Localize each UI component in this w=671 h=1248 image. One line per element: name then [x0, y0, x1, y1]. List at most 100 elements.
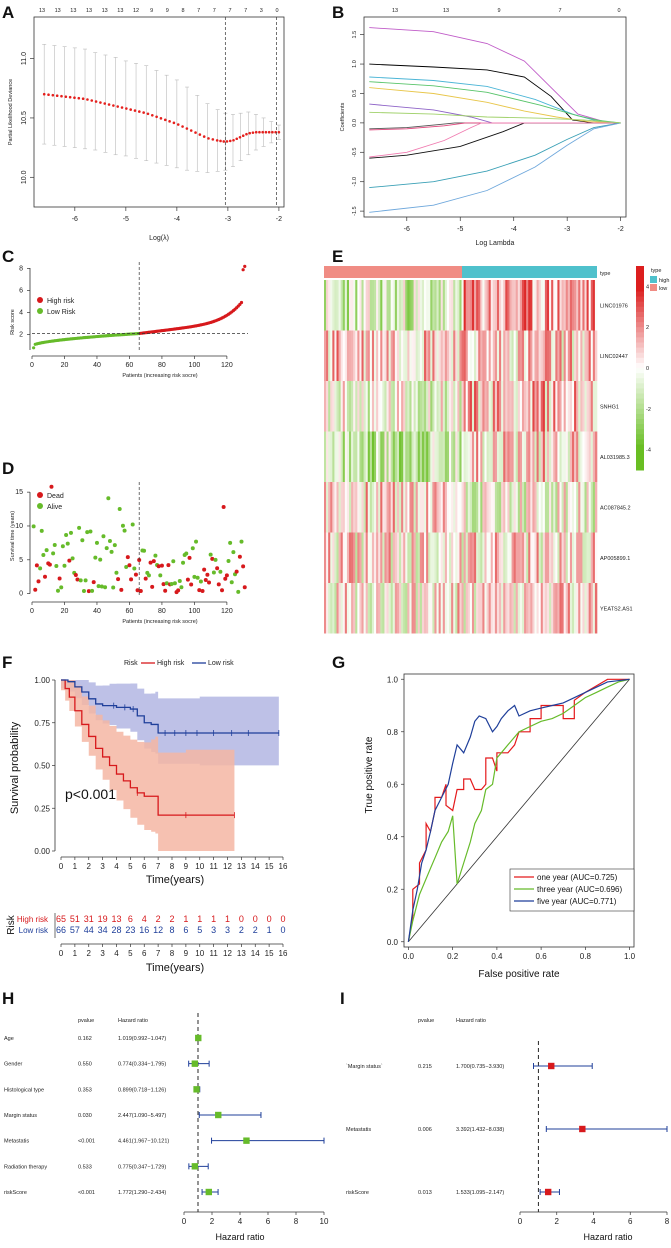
forest-row-pvalue: <0.001 — [78, 1139, 95, 1145]
heatmap-cell — [588, 482, 592, 533]
heatmap-cell — [488, 381, 492, 432]
x-tick-label: 40 — [93, 608, 101, 615]
survival-point-alive — [124, 564, 129, 569]
roc-curve-one-year — [407, 678, 630, 942]
heatmap-cell — [382, 431, 385, 482]
heatmap-cell — [432, 532, 435, 583]
heatmap-cell — [517, 532, 521, 583]
heatmap-cell — [515, 280, 519, 331]
panel-a-x-ticks: -6 -5 -4 -3 -2 — [72, 207, 282, 223]
top-tick-label: 7 — [244, 8, 247, 14]
risk-count: 2 — [156, 914, 161, 924]
heatmap-cell — [563, 482, 567, 533]
heatmap-cell — [399, 532, 402, 583]
heatmap-cell — [338, 532, 341, 583]
heatmap-cell — [392, 532, 396, 583]
survival-point-alive — [142, 548, 147, 553]
panel-b: 13 13 9 7 0 -6 -5 -4 -3 -2 -1.5 -1.0 -0.5 0.0 0.5 1.0… — [340, 8, 627, 247]
heatmap-cell — [405, 431, 408, 482]
scale-swatch — [636, 301, 644, 308]
heatmap-cell — [369, 431, 373, 482]
y-tick-label: 0.6 — [387, 780, 399, 789]
heatmap-cell — [476, 381, 479, 432]
heatmap-cell — [561, 532, 564, 583]
heatmap-cell — [536, 280, 539, 331]
heatmap-cell — [576, 532, 579, 583]
x-tick-label: 20 — [61, 362, 69, 369]
risk-count: 19 — [98, 914, 108, 924]
forest-hr-marker — [215, 1111, 222, 1119]
survival-point-alive — [164, 581, 169, 586]
heatmap-cell — [582, 482, 585, 533]
heatmap-cell — [342, 482, 346, 533]
heatmap-cell — [442, 381, 446, 432]
heatmap-cell — [324, 330, 327, 381]
heatmap-cell — [426, 482, 429, 533]
heatmap-cell — [486, 431, 489, 482]
heatmap-cell — [376, 330, 379, 381]
heatmap-cell — [515, 431, 519, 482]
risk-x-tick-label: 11 — [209, 949, 218, 958]
survival-point-dead — [125, 555, 130, 560]
panel-c-ylabel: Risk score — [10, 309, 16, 335]
top-tick-label: 0 — [275, 8, 278, 14]
y-tick-label: 0.2 — [387, 885, 399, 894]
heatmap-cell — [540, 280, 544, 331]
heatmap-cell — [376, 482, 379, 533]
cv-point — [150, 114, 154, 117]
survival-point-alive — [106, 496, 111, 501]
coef-path-c4 — [369, 81, 621, 124]
heatmap-cell — [394, 280, 398, 331]
heatmap-cell — [440, 482, 444, 533]
heatmap-cell — [521, 482, 525, 533]
risk-x-tick-label: 9 — [184, 949, 189, 958]
survival-point-alive — [190, 546, 195, 551]
heatmap-cell — [367, 431, 371, 482]
heatmap-cell — [511, 482, 514, 533]
heatmap-cell — [351, 532, 354, 583]
heatmap-cell — [430, 280, 433, 331]
survival-point-dead — [163, 588, 168, 593]
heatmap-cell — [449, 381, 452, 432]
heatmap-cell — [357, 482, 360, 533]
heatmap-cell — [551, 330, 554, 381]
top-tick-label: 13 — [102, 8, 108, 14]
cv-point — [112, 104, 115, 107]
top-tick-label: 13 — [39, 8, 45, 14]
heatmap-cell — [394, 583, 398, 634]
risk-count: 65 — [56, 914, 66, 924]
heatmap-cell — [546, 330, 550, 381]
heatmap-cell — [534, 482, 537, 533]
heatmap-cell — [428, 532, 431, 583]
forest-row-name: Radiation therapy — [4, 1164, 47, 1170]
survival-point-dead — [241, 564, 246, 569]
survival-point-dead — [221, 505, 226, 510]
heatmap-cell — [378, 482, 381, 533]
x-tick-label: -3 — [225, 216, 231, 223]
y-tick-label: 0.50 — [34, 762, 50, 771]
km-legend: Risk High risk Low risk — [124, 660, 234, 667]
panel-a-ylabel: Partial Likelihood Deviance — [8, 79, 14, 145]
panel-letter-g: G — [332, 653, 345, 672]
heatmap-cell — [401, 381, 404, 432]
roc-axes: 0.0 0.0 0.2 0.2 0.4 0.4 0.6 0.6 0.8 0.8 1.0 1.0 — [387, 675, 636, 961]
heatmap-cell — [326, 532, 329, 583]
panel-letter-f: F — [2, 653, 12, 672]
top-tick-label: 13 — [86, 8, 92, 14]
heatmap-cell — [559, 431, 562, 482]
heatmap-cell — [559, 280, 562, 331]
heatmap-cell — [361, 482, 364, 533]
heatmap-cell — [438, 532, 441, 583]
scale-swatch — [636, 388, 644, 394]
heatmap-cell — [561, 431, 564, 482]
survival-point-alive — [68, 530, 73, 535]
roc-legend-three: three year (AUC=0.696) — [537, 885, 622, 894]
heatmap-cell — [361, 583, 364, 634]
heatmap-cell — [521, 381, 525, 432]
panel-f: Risk High risk Low risk 0.00 0.25 0.50 0.75… — [6, 660, 288, 974]
scale-swatch — [636, 342, 644, 349]
km-axes: 0.000.250.500.751.000 1 2 3 4 5 6 7 8 9 10 11 12 13 14… — [34, 676, 288, 871]
forest-x-tick-label: 10 — [320, 1217, 329, 1226]
heatmap-cell — [490, 583, 494, 634]
heatmap-cell — [501, 583, 504, 634]
